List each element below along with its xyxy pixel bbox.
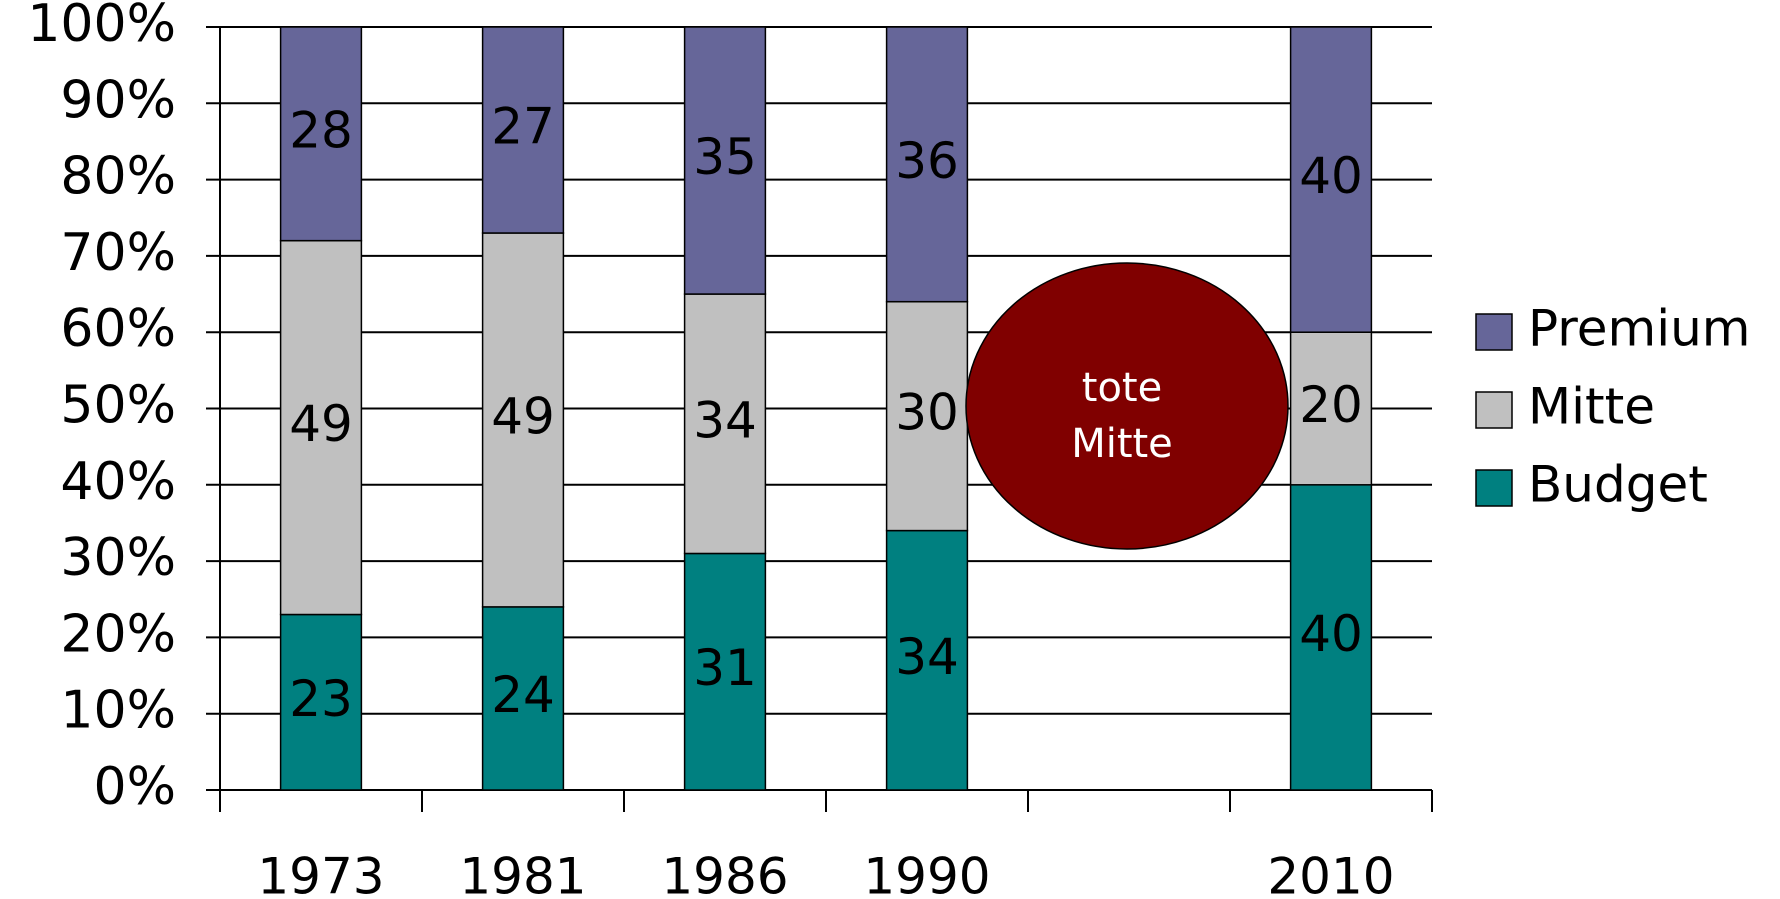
value-label: 35	[693, 128, 757, 186]
y-tick-label: 70%	[60, 223, 176, 283]
value-label: 30	[895, 384, 959, 442]
value-label: 28	[289, 101, 353, 159]
x-tick-label: 1990	[863, 848, 990, 899]
bar-segment	[481, 606, 565, 791]
y-tick-label: 20%	[60, 604, 176, 664]
bar-segment	[683, 293, 767, 555]
bar-segment	[1289, 331, 1373, 486]
legend-label: Budget	[1528, 456, 1708, 514]
y-tick-label: 40%	[60, 452, 176, 512]
bar-segment	[1289, 484, 1373, 791]
value-label: 40	[1299, 605, 1363, 663]
value-label: 24	[491, 666, 555, 724]
bar-segment	[885, 529, 969, 791]
annotation-ellipse	[965, 262, 1289, 550]
y-tick-label: 0%	[94, 757, 177, 817]
bar-segment	[279, 26, 363, 242]
y-tick-label: 100%	[27, 0, 176, 54]
value-label: 34	[895, 628, 959, 686]
value-label: 40	[1299, 147, 1363, 205]
legend-label: Premium	[1528, 300, 1751, 358]
legend-swatch	[1475, 469, 1513, 507]
y-tick-label: 30%	[60, 528, 176, 588]
x-tick-label: 1973	[257, 848, 384, 899]
legend-swatch	[1475, 391, 1513, 429]
annotation-text: tote	[1082, 365, 1162, 411]
y-tick-label: 90%	[60, 70, 176, 130]
value-label: 34	[693, 391, 757, 449]
x-tick-label: 1986	[661, 848, 788, 899]
value-label: 49	[289, 395, 353, 453]
value-label: 49	[491, 387, 555, 445]
y-tick-label: 60%	[60, 299, 176, 359]
bar-segment	[279, 239, 363, 616]
legend-swatch	[1475, 313, 1513, 351]
annotation-text: Mitte	[1071, 421, 1173, 467]
x-tick-label: 2010	[1267, 848, 1394, 899]
y-tick-label: 10%	[60, 681, 176, 741]
value-label: 36	[895, 132, 959, 190]
bar-segment	[683, 26, 767, 295]
bar-segment	[683, 552, 767, 791]
bar-segment	[1289, 26, 1373, 333]
bar-segment	[481, 232, 565, 608]
y-tick-label: 80%	[60, 147, 176, 207]
bar-segment	[885, 300, 969, 532]
value-label: 27	[491, 98, 555, 156]
legend-label: Mitte	[1528, 378, 1655, 436]
value-label: 31	[693, 639, 757, 697]
y-tick-label: 50%	[60, 376, 176, 436]
x-tick-label: 1981	[459, 848, 586, 899]
value-label: 20	[1299, 376, 1363, 434]
bar-segment	[885, 26, 969, 303]
bar-segment	[481, 26, 565, 234]
value-label: 23	[289, 670, 353, 728]
